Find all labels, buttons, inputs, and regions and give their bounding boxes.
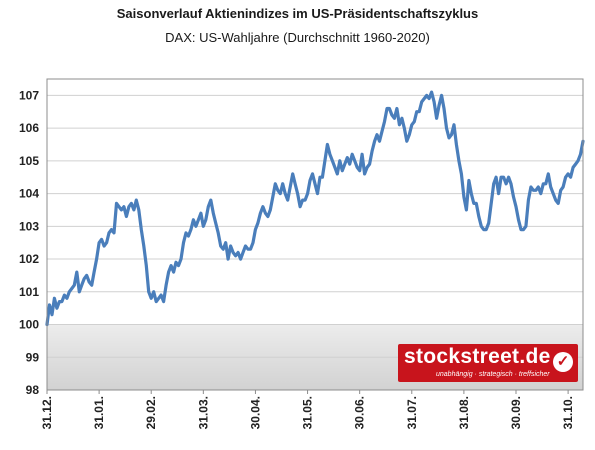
- y-tick-label: 102: [19, 252, 39, 266]
- x-tick-label: 31.10.: [561, 396, 575, 429]
- stockstreet-logo: stockstreet.de unabhängig · strategisch …: [398, 344, 578, 382]
- x-tick-label: 31.12.: [40, 396, 54, 429]
- series-line: [45, 90, 585, 327]
- y-tick-label: 98: [26, 383, 40, 397]
- chart-subtitle: DAX: US-Wahljahre (Durchschnitt 1960-202…: [165, 30, 430, 45]
- logo-wordmark: stockstreet.de: [404, 345, 551, 368]
- x-tick-label: 31.07.: [405, 396, 419, 429]
- x-tick-label: 31.01.: [92, 396, 106, 429]
- x-tick-label: 31.05.: [301, 396, 315, 429]
- plot-background-upper: [47, 79, 583, 325]
- y-axis: 98 99 100 101 102 103 104 105 106 107: [19, 88, 39, 397]
- y-tick-label: 103: [19, 219, 39, 233]
- x-tick-label: 31.08.: [457, 396, 471, 429]
- checkmark-icon: ✓: [553, 352, 573, 372]
- plot-border: [46, 78, 584, 391]
- x-tick-label: 30.04.: [248, 396, 262, 429]
- y-tick-label: 99: [26, 350, 40, 364]
- x-axis: 31.12. 31.01. 29.02. 31.03. 30.04. 31.05. 30.0…: [40, 390, 575, 429]
- chart-title: Saisonverlauf Aktienindizes im US-Präsid…: [116, 6, 479, 21]
- y-tick-label: 100: [19, 318, 39, 332]
- x-tick-label: 30.09.: [509, 396, 523, 429]
- y-tick-label: 106: [19, 121, 39, 135]
- x-tick-label: 30.06.: [353, 396, 367, 429]
- y-tick-label: 101: [19, 285, 39, 299]
- y-tick-label: 105: [19, 154, 39, 168]
- x-tick-label: 29.02.: [144, 396, 158, 429]
- y-tick-label: 107: [19, 88, 39, 102]
- x-tick-label: 31.03.: [196, 396, 210, 429]
- y-tick-label: 104: [19, 187, 39, 201]
- logo-tagline: unabhängig · strategisch · treffsicher: [436, 371, 550, 378]
